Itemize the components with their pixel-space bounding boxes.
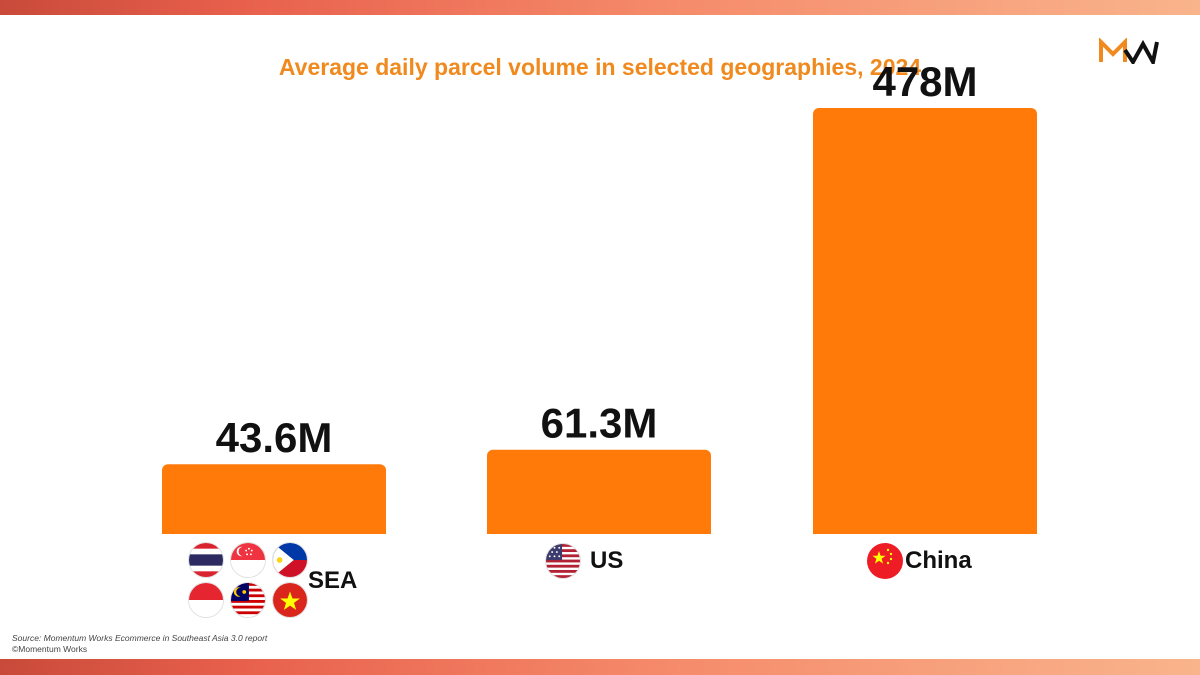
- vietnam-flag-icon: [272, 582, 308, 618]
- indonesia-flag-icon: [188, 582, 224, 618]
- category-label-us: US: [545, 543, 623, 579]
- category-label-china: China: [867, 543, 972, 579]
- china-flag-icon: [867, 543, 903, 579]
- category-label-sea: SEA: [308, 567, 357, 595]
- philippines-flag-icon: [272, 542, 308, 578]
- bar-us: [487, 449, 711, 540]
- bar-sea: [162, 464, 386, 540]
- bar-china: [813, 108, 1037, 540]
- category-label-china-text: China: [905, 547, 972, 574]
- top-gradient-band: [0, 0, 1200, 15]
- value-label-us: 61.3M: [541, 400, 658, 447]
- sea-flag-grid: [188, 542, 308, 618]
- bottom-gradient-band: [0, 659, 1200, 675]
- thailand-flag-icon: [188, 542, 224, 578]
- category-label-us-text: US: [590, 547, 624, 574]
- source-text: Source: Momentum Works Ecommerce in Sout…: [12, 633, 268, 643]
- source-note: Source: Momentum Works Ecommerce in Sout…: [12, 633, 267, 655]
- copyright-text: ©Momentum Works: [12, 644, 88, 654]
- malaysia-flag-icon: [230, 582, 266, 618]
- chart-title: Average daily parcel volume in selected …: [278, 54, 922, 80]
- singapore-flag-icon: [230, 542, 266, 578]
- value-label-china: 478M: [872, 58, 977, 105]
- value-label-sea: 43.6M: [216, 414, 333, 461]
- momentum-works-logo: [1099, 38, 1159, 64]
- category-label-sea-text: SEA: [308, 567, 358, 594]
- us-flag-icon: [545, 543, 581, 579]
- baseline-mask: [0, 534, 1200, 542]
